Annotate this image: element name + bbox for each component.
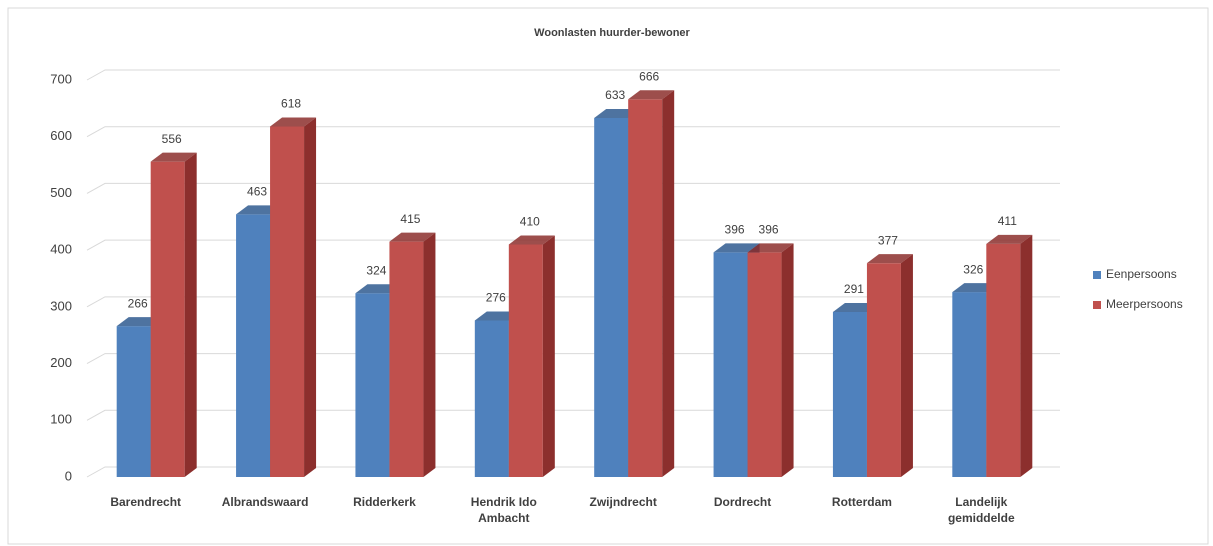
bar-top bbox=[866, 254, 913, 264]
bar-top bbox=[508, 235, 555, 245]
y-tick-label: 500 bbox=[50, 185, 72, 200]
value-label: 326 bbox=[963, 262, 983, 276]
bar bbox=[236, 214, 271, 478]
value-label: 396 bbox=[759, 223, 779, 237]
grid-line bbox=[86, 353, 1060, 365]
bar bbox=[986, 243, 1021, 477]
x-tick-label: Hendrik Ido Ambacht bbox=[470, 495, 537, 525]
bar bbox=[150, 161, 185, 477]
value-label: 410 bbox=[520, 215, 540, 229]
bar bbox=[389, 241, 424, 477]
bar-side bbox=[184, 152, 197, 477]
x-tick-label: Landelijk gemiddelde bbox=[947, 495, 1015, 525]
bar-top bbox=[986, 234, 1033, 244]
value-label: 276 bbox=[486, 291, 506, 305]
chart-border bbox=[7, 7, 1209, 545]
legend-swatch bbox=[1093, 271, 1101, 279]
grid-line bbox=[86, 69, 1060, 81]
bar bbox=[508, 244, 543, 477]
grid-line bbox=[86, 409, 1060, 421]
bar bbox=[628, 99, 663, 477]
grid-line bbox=[86, 182, 1060, 194]
value-label: 266 bbox=[128, 296, 148, 310]
y-tick-label: 100 bbox=[50, 412, 72, 427]
x-tick-label: Albrandswaard bbox=[221, 495, 309, 509]
bar-side bbox=[304, 117, 317, 478]
legend-swatch bbox=[1093, 301, 1101, 309]
bar bbox=[832, 311, 867, 477]
y-tick-label: 300 bbox=[50, 298, 72, 313]
bar bbox=[713, 252, 748, 477]
grid-line bbox=[86, 126, 1060, 138]
value-label: 324 bbox=[366, 263, 386, 277]
y-tick-label: 700 bbox=[50, 71, 72, 86]
chart-title: Woonlasten huurder-bewoner bbox=[534, 27, 690, 39]
bar-top bbox=[628, 90, 675, 100]
bar-top bbox=[713, 243, 760, 253]
bar-side bbox=[781, 243, 794, 477]
bar-side bbox=[1020, 234, 1033, 477]
bar-top bbox=[389, 232, 436, 242]
value-label: 463 bbox=[247, 185, 267, 199]
grid-line bbox=[86, 239, 1060, 251]
bar-side bbox=[662, 90, 675, 477]
bar-top bbox=[270, 117, 317, 127]
y-tick-label: 0 bbox=[65, 468, 72, 483]
value-label: 666 bbox=[639, 69, 659, 83]
bar-top bbox=[150, 152, 197, 162]
bar bbox=[866, 263, 901, 477]
legend-label: Meerpersoons bbox=[1106, 297, 1183, 311]
x-tick-label: Rotterdam bbox=[831, 495, 892, 509]
x-tick-label: Dordrecht bbox=[713, 495, 772, 509]
bar-top bbox=[747, 243, 794, 253]
value-label: 411 bbox=[998, 214, 1017, 228]
y-tick-label: 200 bbox=[50, 355, 72, 370]
x-tick-label: Zwijndrecht bbox=[589, 495, 657, 509]
x-tick-label: Barendrecht bbox=[110, 495, 182, 509]
bar bbox=[116, 326, 151, 477]
value-label: 291 bbox=[844, 282, 864, 296]
x-tick-label: Ridderkerk bbox=[353, 495, 416, 509]
value-label: 633 bbox=[605, 88, 625, 102]
value-label: 618 bbox=[281, 97, 301, 111]
y-tick-label: 600 bbox=[50, 128, 72, 143]
bar bbox=[270, 126, 305, 478]
value-label: 377 bbox=[878, 233, 898, 247]
bar-side bbox=[900, 254, 913, 477]
bar-side bbox=[423, 232, 436, 477]
grid-line bbox=[86, 466, 1060, 478]
value-label: 556 bbox=[162, 132, 182, 146]
bar bbox=[474, 320, 509, 477]
value-label: 415 bbox=[400, 212, 420, 226]
y-tick-label: 400 bbox=[50, 242, 72, 257]
bar-side bbox=[542, 235, 555, 477]
bar bbox=[594, 117, 629, 478]
value-label: 396 bbox=[725, 223, 745, 237]
legend-label: Eenpersoons bbox=[1106, 267, 1177, 281]
bar bbox=[952, 292, 987, 477]
grid-line bbox=[86, 296, 1060, 308]
bar bbox=[355, 293, 390, 477]
bar bbox=[747, 252, 782, 477]
